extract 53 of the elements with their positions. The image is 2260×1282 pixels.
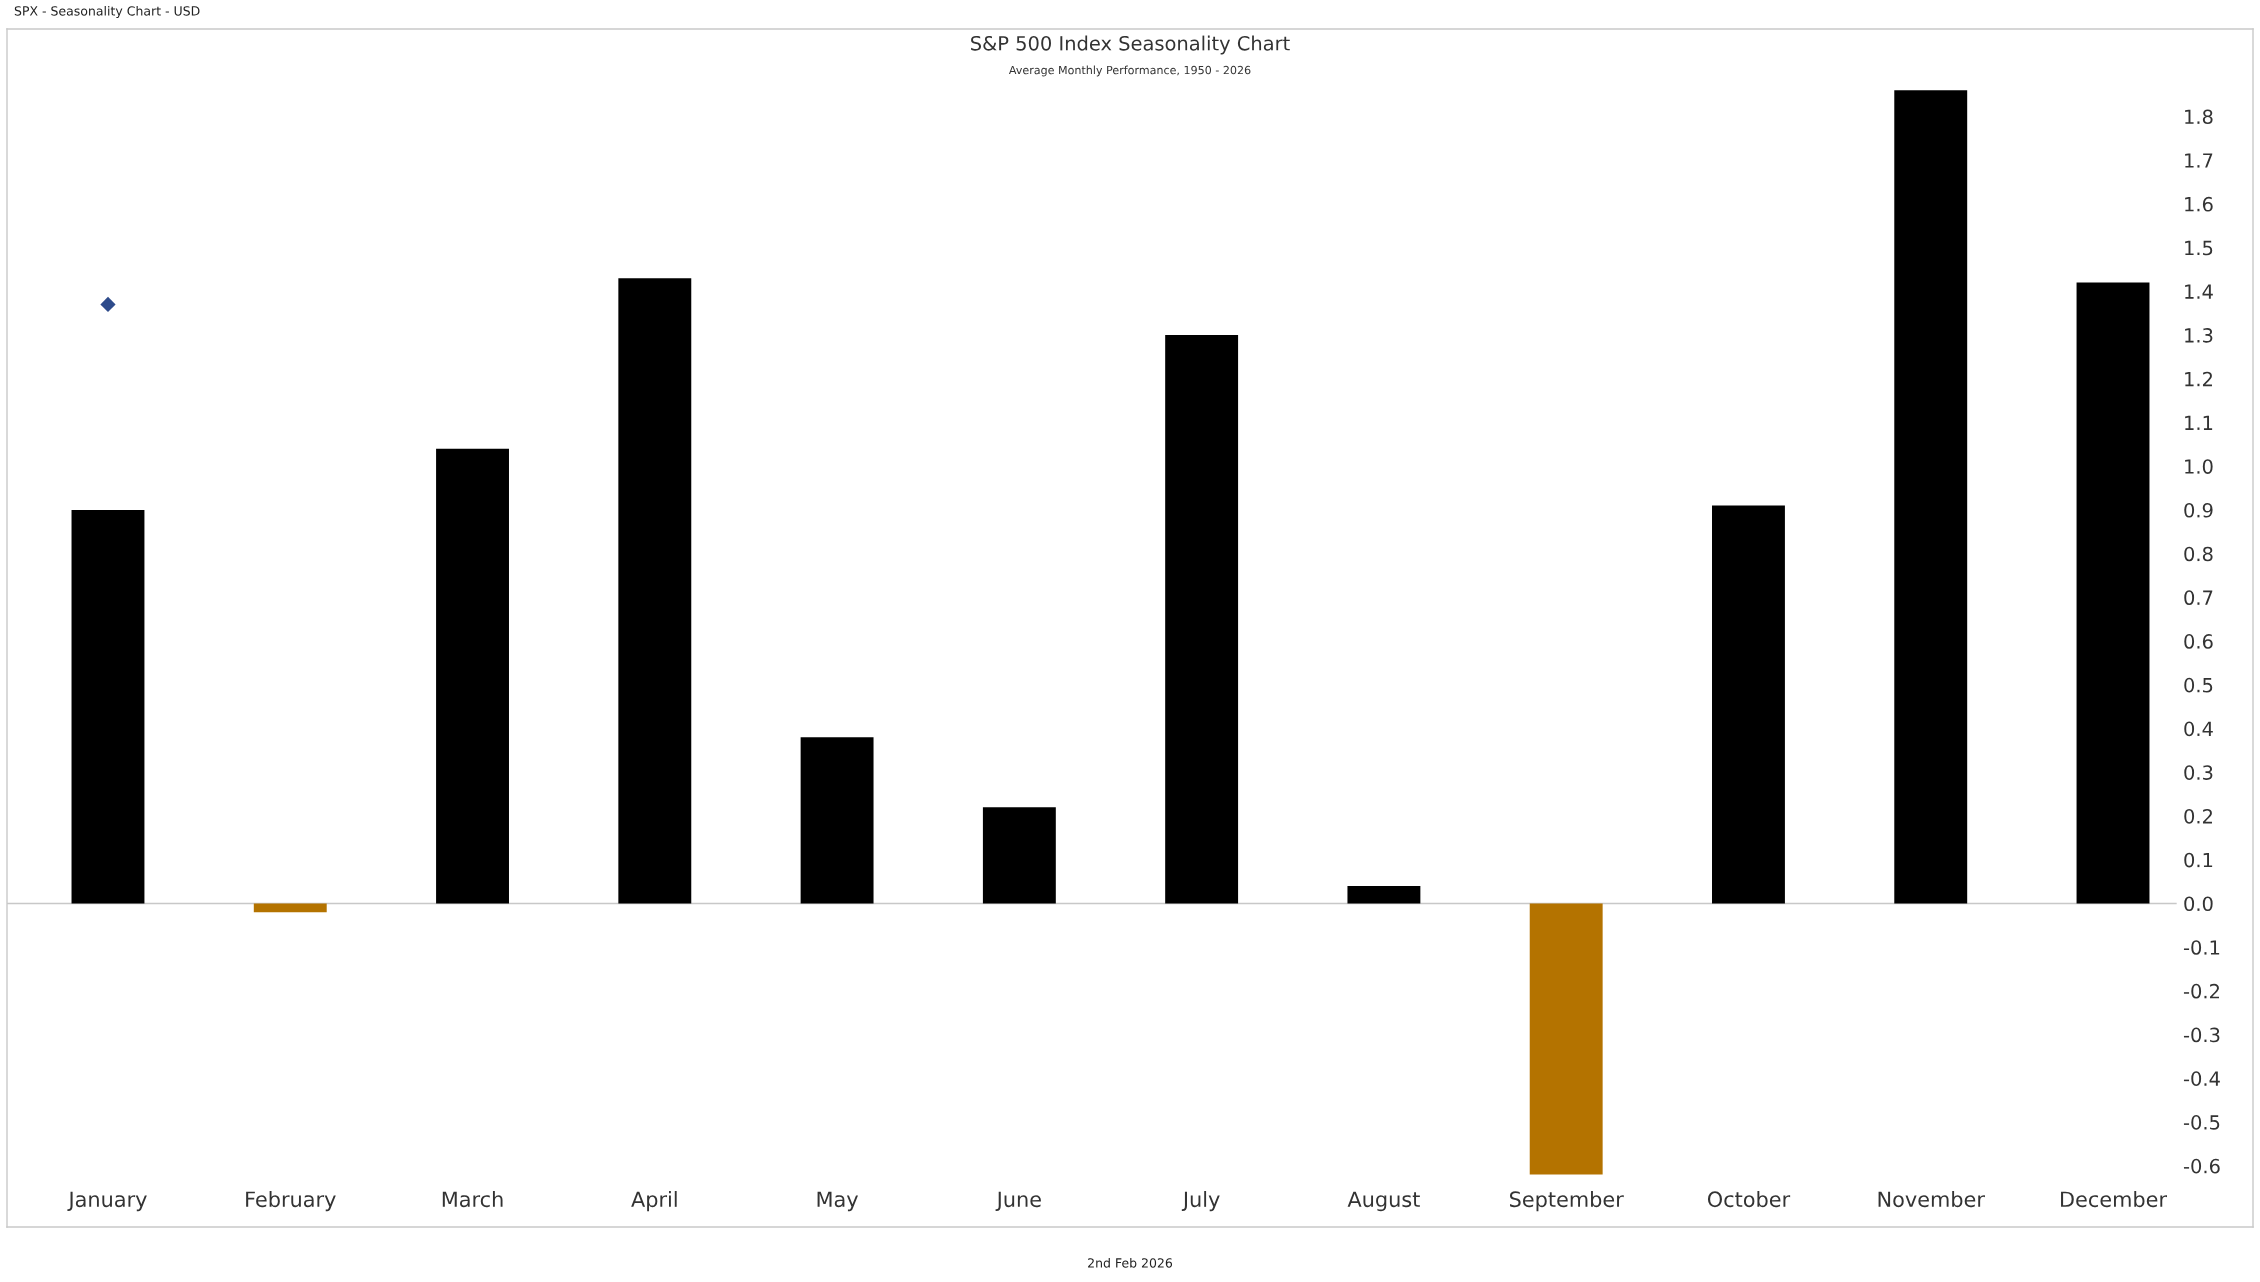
bar xyxy=(982,807,1056,904)
bar xyxy=(2076,282,2150,904)
bar xyxy=(1894,90,1968,904)
bar xyxy=(253,903,327,913)
bar xyxy=(1165,335,1239,904)
y-tick-label: 1.8 xyxy=(2185,109,2213,125)
x-tick-label: March xyxy=(442,1191,503,1208)
x-tick-label: July xyxy=(1181,1191,1220,1212)
bar xyxy=(1712,505,1785,904)
y-tick-label: 0.7 xyxy=(2184,590,2213,606)
y-tick-label: -0.6 xyxy=(2183,1158,2220,1174)
y-tick-label: 0.4 xyxy=(2184,721,2213,737)
bar xyxy=(1529,903,1603,1175)
y-tick-label: 1.2 xyxy=(2185,371,2212,387)
x-tick-label: February xyxy=(246,1191,336,1212)
y-tick-label: 0.2 xyxy=(2184,808,2212,824)
y-tick-label: -0.3 xyxy=(2183,1027,2220,1043)
y-tick-label: 0.6 xyxy=(2184,634,2213,649)
x-tick-label: May xyxy=(817,1191,858,1212)
y-tick-label: 1.7 xyxy=(2185,153,2213,168)
bar xyxy=(800,737,874,904)
y-tick-label: 0.5 xyxy=(2184,677,2213,693)
bar xyxy=(618,278,692,904)
x-tick-label: November xyxy=(1878,1191,1985,1208)
y-tick-label: 1.0 xyxy=(2185,459,2213,474)
y-tick-label: 1.5 xyxy=(2185,240,2213,256)
y-tick-label: 0.3 xyxy=(2184,765,2213,780)
y-tick-label: -0.1 xyxy=(2183,940,2220,955)
x-tick-label: December xyxy=(2061,1191,2168,1208)
y-tick-label: -0.2 xyxy=(2183,983,2219,999)
y-tick-label: 1.4 xyxy=(2185,284,2213,299)
chart-title: S&P 500 Index Seasonality Chart xyxy=(971,35,1290,55)
y-tick-label: 1.6 xyxy=(2185,196,2213,212)
x-tick-label: August xyxy=(1347,1191,1420,1212)
y-tick-label: 0.8 xyxy=(2184,546,2213,562)
x-tick-label: October xyxy=(1707,1191,1791,1208)
y-tick-label: -0.4 xyxy=(2183,1071,2220,1087)
y-tick-label: 1.1 xyxy=(2185,415,2213,430)
text: 2nd Feb 2026 xyxy=(1088,1257,1173,1268)
text: SPX - Seasonality Chart - USD xyxy=(14,5,200,19)
bar xyxy=(1347,885,1421,904)
x-tick-label: June xyxy=(995,1191,1041,1211)
text: Average Monthly Performance, 1950 - 2026 xyxy=(1008,65,1251,77)
y-tick-label: -0.5 xyxy=(2183,1115,2220,1130)
y-tick-label: 0.1 xyxy=(2184,852,2213,868)
x-tick-label: April xyxy=(631,1191,677,1212)
x-tick-label: September xyxy=(1509,1191,1624,1212)
y-tick-label: 0.9 xyxy=(2184,502,2213,518)
y-tick-label: 1.3 xyxy=(2185,328,2213,343)
x-tick-label: January xyxy=(67,1191,147,1212)
bar xyxy=(436,448,509,904)
y-tick-label: 0.0 xyxy=(2184,896,2213,912)
bar xyxy=(71,509,145,904)
